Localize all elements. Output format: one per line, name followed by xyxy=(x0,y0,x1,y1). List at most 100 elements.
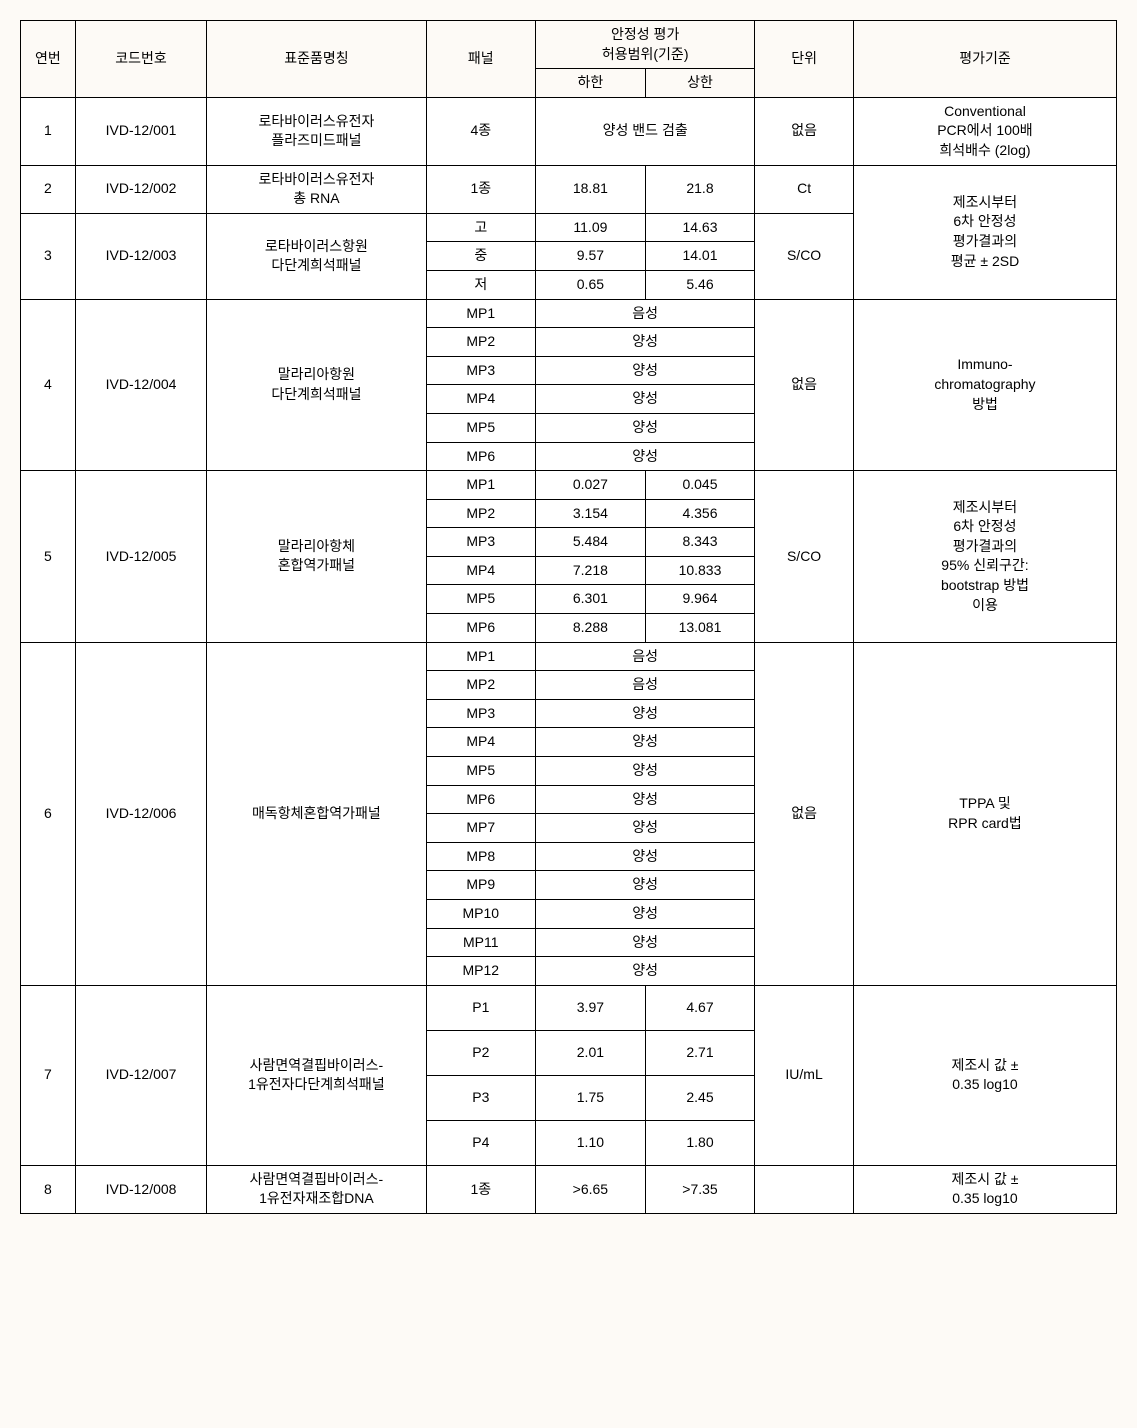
cell-code: IVD-12/005 xyxy=(75,471,207,643)
cell-panel: MP6 xyxy=(426,614,536,643)
table-row: 2 IVD-12/002 로타바이러스유전자총 RNA 1종 18.81 21.… xyxy=(21,165,1117,213)
cell-name: 매독항체혼합역가패널 xyxy=(207,642,426,985)
cell-lo: 18.81 xyxy=(536,165,646,213)
th-code: 코드번호 xyxy=(75,21,207,98)
cell-no: 7 xyxy=(21,985,76,1165)
cell-lo: 11.09 xyxy=(536,213,646,242)
cell-panel: MP12 xyxy=(426,957,536,986)
cell-panel: MP2 xyxy=(426,499,536,528)
cell-code: IVD-12/008 xyxy=(75,1165,207,1213)
table-row: 4 IVD-12/004 말라리아항원다단계희석패널 MP1 음성 없음 Imm… xyxy=(21,299,1117,328)
cell-panel: MP4 xyxy=(426,556,536,585)
cell-range: 양성 xyxy=(536,413,755,442)
cell-code: IVD-12/003 xyxy=(75,213,207,299)
cell-panel: P1 xyxy=(426,985,536,1030)
cell-code: IVD-12/007 xyxy=(75,985,207,1165)
table-row: 5 IVD-12/005 말라리아항체혼합역가패널 MP1 0.027 0.04… xyxy=(21,471,1117,500)
cell-panel: MP9 xyxy=(426,871,536,900)
cell-lo: 5.484 xyxy=(536,528,646,557)
cell-name: 사람면역결핍바이러스-1유전자다단계희석패널 xyxy=(207,985,426,1165)
cell-panel: MP3 xyxy=(426,356,536,385)
cell-panel: MP4 xyxy=(426,385,536,414)
cell-lo: 0.65 xyxy=(536,270,646,299)
cell-hi: 13.081 xyxy=(645,614,755,643)
cell-code: IVD-12/004 xyxy=(75,299,207,471)
cell-name: 로타바이러스항원다단계희석패널 xyxy=(207,213,426,299)
cell-panel: MP5 xyxy=(426,585,536,614)
cell-range: 양성 xyxy=(536,957,755,986)
cell-panel: MP6 xyxy=(426,785,536,814)
cell-name: 사람면역결핍바이러스-1유전자재조합DNA xyxy=(207,1165,426,1213)
cell-range: 음성 xyxy=(536,299,755,328)
cell-range: 양성 xyxy=(536,442,755,471)
cell-panel: P3 xyxy=(426,1075,536,1120)
th-panel: 패널 xyxy=(426,21,536,98)
th-lo: 하한 xyxy=(536,69,646,98)
cell-panel: MP1 xyxy=(426,642,536,671)
cell-hi: >7.35 xyxy=(645,1165,755,1213)
cell-range: 양성 xyxy=(536,385,755,414)
cell-range: 양성 xyxy=(536,356,755,385)
cell-name: 로타바이러스유전자플라즈미드패널 xyxy=(207,97,426,165)
cell-hi: 4.356 xyxy=(645,499,755,528)
cell-no: 8 xyxy=(21,1165,76,1213)
cell-panel: MP4 xyxy=(426,728,536,757)
cell-panel: P4 xyxy=(426,1120,536,1165)
cell-hi: 14.01 xyxy=(645,242,755,271)
cell-panel: 4종 xyxy=(426,97,536,165)
cell-panel: MP6 xyxy=(426,442,536,471)
cell-no: 5 xyxy=(21,471,76,643)
cell-hi: 2.71 xyxy=(645,1030,755,1075)
cell-panel: MP3 xyxy=(426,699,536,728)
cell-range: 음성 xyxy=(536,642,755,671)
cell-lo: 0.027 xyxy=(536,471,646,500)
th-unit: 단위 xyxy=(755,21,854,98)
cell-panel: 1종 xyxy=(426,165,536,213)
cell-range: 양성 xyxy=(536,900,755,929)
th-crit: 평가기준 xyxy=(853,21,1116,98)
cell-code: IVD-12/001 xyxy=(75,97,207,165)
cell-panel: MP8 xyxy=(426,842,536,871)
cell-range: 양성 xyxy=(536,871,755,900)
cell-range: 양성 xyxy=(536,328,755,357)
cell-lo: 7.218 xyxy=(536,556,646,585)
cell-name: 로타바이러스유전자총 RNA xyxy=(207,165,426,213)
table-row: 8 IVD-12/008 사람면역결핍바이러스-1유전자재조합DNA 1종 >6… xyxy=(21,1165,1117,1213)
table-row: 1 IVD-12/001 로타바이러스유전자플라즈미드패널 4종 양성 밴드 검… xyxy=(21,97,1117,165)
cell-lo: 3.154 xyxy=(536,499,646,528)
cell-crit: ConventionalPCR에서 100배희석배수 (2log) xyxy=(853,97,1116,165)
cell-range: 양성 xyxy=(536,928,755,957)
cell-range: 양성 xyxy=(536,785,755,814)
cell-unit: IU/mL xyxy=(755,985,854,1165)
cell-no: 6 xyxy=(21,642,76,985)
cell-lo: 1.10 xyxy=(536,1120,646,1165)
cell-no: 1 xyxy=(21,97,76,165)
cell-hi: 21.8 xyxy=(645,165,755,213)
cell-panel: P2 xyxy=(426,1030,536,1075)
cell-lo: 2.01 xyxy=(536,1030,646,1075)
cell-panel: MP2 xyxy=(426,671,536,700)
cell-unit: 없음 xyxy=(755,299,854,471)
cell-hi: 4.67 xyxy=(645,985,755,1030)
cell-no: 2 xyxy=(21,165,76,213)
cell-crit: TPPA 및RPR card법 xyxy=(853,642,1116,985)
cell-panel: MP5 xyxy=(426,757,536,786)
cell-no: 4 xyxy=(21,299,76,471)
cell-lo: 6.301 xyxy=(536,585,646,614)
cell-hi: 9.964 xyxy=(645,585,755,614)
cell-lo: 1.75 xyxy=(536,1075,646,1120)
cell-panel: MP1 xyxy=(426,299,536,328)
cell-hi: 2.45 xyxy=(645,1075,755,1120)
cell-crit: Immuno-chromatography방법 xyxy=(853,299,1116,471)
cell-panel: MP7 xyxy=(426,814,536,843)
cell-unit: S/CO xyxy=(755,213,854,299)
cell-unit: 없음 xyxy=(755,97,854,165)
cell-crit: 제조시 값 ±0.35 log10 xyxy=(853,985,1116,1165)
cell-lo: 9.57 xyxy=(536,242,646,271)
cell-panel: MP2 xyxy=(426,328,536,357)
cell-range: 양성 xyxy=(536,757,755,786)
cell-hi: 1.80 xyxy=(645,1120,755,1165)
cell-lo: >6.65 xyxy=(536,1165,646,1213)
cell-name: 말라리아항원다단계희석패널 xyxy=(207,299,426,471)
standards-table: 연번 코드번호 표준품명칭 패널 안정성 평가허용범위(기준) 단위 평가기준 … xyxy=(20,20,1117,1214)
